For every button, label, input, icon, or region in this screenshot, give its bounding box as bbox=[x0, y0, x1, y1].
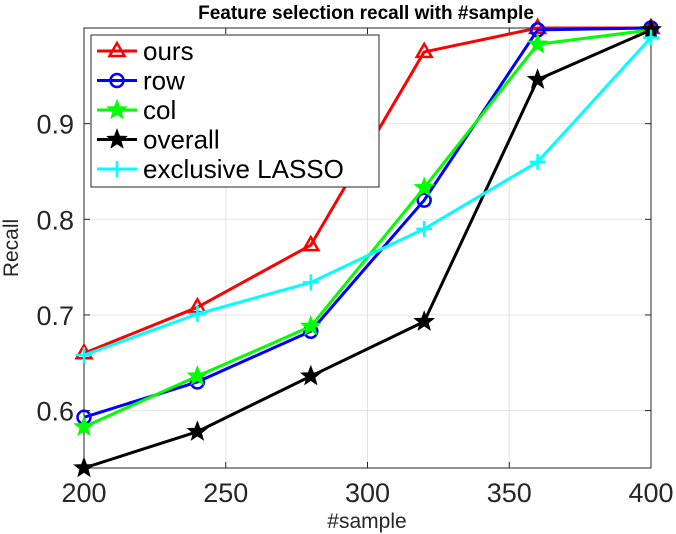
y-tick-label: 0.8 bbox=[36, 205, 74, 235]
x-tick-label: 350 bbox=[487, 478, 532, 508]
series-exclusive-lasso bbox=[76, 29, 659, 364]
data-point bbox=[643, 29, 659, 46]
series-overall bbox=[73, 18, 662, 478]
legend-marker bbox=[107, 40, 127, 58]
series-line bbox=[83, 28, 652, 470]
x-axis-label: #sample bbox=[327, 510, 406, 533]
series-line bbox=[83, 36, 653, 357]
legend-label: exclusive LASSO bbox=[143, 154, 344, 184]
data-point bbox=[76, 347, 92, 364]
legend-item: exclusive LASSO bbox=[97, 154, 344, 184]
legend-marker bbox=[106, 128, 128, 149]
legend-item: row bbox=[97, 66, 185, 96]
data-point bbox=[416, 192, 432, 208]
y-axis-label: Recall bbox=[0, 219, 23, 277]
data-point bbox=[186, 420, 209, 441]
data-point bbox=[189, 306, 206, 322]
data-point bbox=[73, 456, 95, 478]
legend-label: ours bbox=[143, 36, 194, 66]
x-tick-label: 250 bbox=[203, 478, 248, 508]
legend-label: row bbox=[143, 66, 185, 96]
legend-label: col bbox=[143, 95, 176, 125]
data-point bbox=[414, 41, 434, 59]
data-point bbox=[301, 234, 321, 252]
series-layer bbox=[73, 17, 662, 478]
data-point bbox=[302, 274, 319, 291]
data-point bbox=[299, 315, 322, 336]
legend-box bbox=[90, 34, 380, 188]
data-point bbox=[413, 310, 436, 331]
data-point bbox=[186, 364, 209, 386]
chart-title: Feature selection recall with #sample bbox=[198, 3, 534, 24]
data-point bbox=[526, 68, 549, 89]
legend-marker bbox=[106, 98, 128, 120]
x-tick-label: 400 bbox=[628, 478, 673, 508]
data-point bbox=[526, 32, 549, 54]
series-line bbox=[83, 26, 652, 419]
legend-item: overall bbox=[97, 125, 220, 155]
legend-marker bbox=[109, 72, 125, 89]
data-point bbox=[413, 176, 436, 197]
data-point bbox=[73, 415, 95, 437]
data-point bbox=[529, 153, 546, 170]
x-tick-label: 300 bbox=[345, 478, 390, 508]
legend-label: overall bbox=[143, 125, 220, 155]
axis-ticks: 200 250 300 350 400 0.6 0.7 0.8 0.9 bbox=[36, 28, 674, 508]
legend-item: col bbox=[97, 95, 176, 125]
x-tick-label: 200 bbox=[61, 478, 106, 508]
data-point bbox=[299, 364, 322, 386]
legend-marker bbox=[109, 161, 125, 177]
y-tick-label: 0.7 bbox=[36, 301, 74, 331]
legend-item: ours bbox=[97, 36, 194, 66]
data-point bbox=[416, 220, 433, 237]
y-tick-label: 0.6 bbox=[36, 397, 74, 427]
y-tick-label: 0.9 bbox=[36, 110, 74, 140]
